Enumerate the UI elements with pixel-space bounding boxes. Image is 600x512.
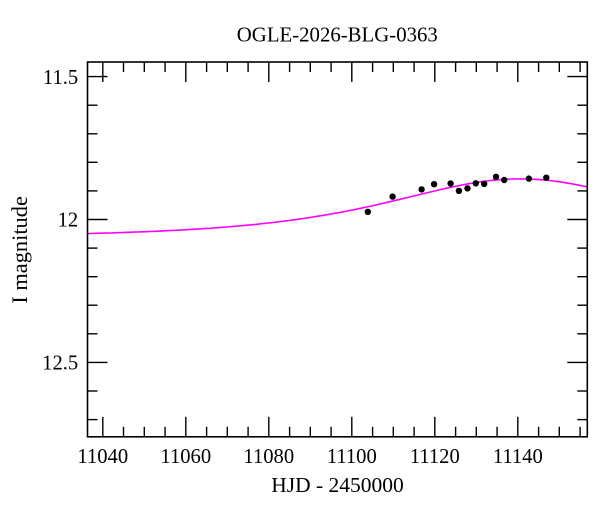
svg-text:I magnitude: I magnitude <box>7 196 32 304</box>
svg-text:11100: 11100 <box>327 446 377 468</box>
svg-text:11080: 11080 <box>243 446 294 468</box>
svg-text:12: 12 <box>58 210 79 232</box>
svg-text:11120: 11120 <box>410 446 460 468</box>
svg-text:11.5: 11.5 <box>43 67 78 89</box>
svg-text:OGLE-2026-BLG-0363: OGLE-2026-BLG-0363 <box>237 23 438 46</box>
svg-text:12.5: 12.5 <box>42 353 78 375</box>
svg-text:11060: 11060 <box>160 446 211 468</box>
svg-text:11040: 11040 <box>77 446 128 468</box>
svg-text:11140: 11140 <box>493 446 543 468</box>
svg-text:HJD - 2450000: HJD - 2450000 <box>271 473 404 497</box>
